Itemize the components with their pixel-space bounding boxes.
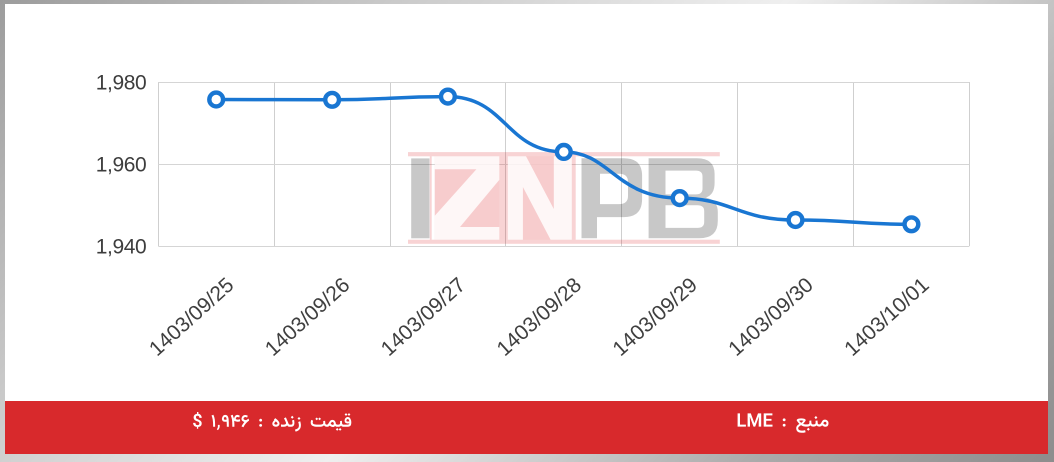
svg-text:1403/09/28: 1403/09/28 xyxy=(493,273,587,360)
svg-text:1403/09/29: 1403/09/29 xyxy=(608,273,702,360)
svg-text:1,980: 1,980 xyxy=(96,72,147,95)
svg-text:1403/09/27: 1403/09/27 xyxy=(377,273,471,360)
svg-text:1,940: 1,940 xyxy=(96,236,147,259)
svg-text:1,960: 1,960 xyxy=(96,154,147,177)
svg-text:1403/09/25: 1403/09/25 xyxy=(145,273,239,360)
svg-text:1403/09/30: 1403/09/30 xyxy=(724,273,818,360)
svg-text:1403/09/26: 1403/09/26 xyxy=(261,273,355,360)
svg-text:1403/10/01: 1403/10/01 xyxy=(840,273,934,360)
